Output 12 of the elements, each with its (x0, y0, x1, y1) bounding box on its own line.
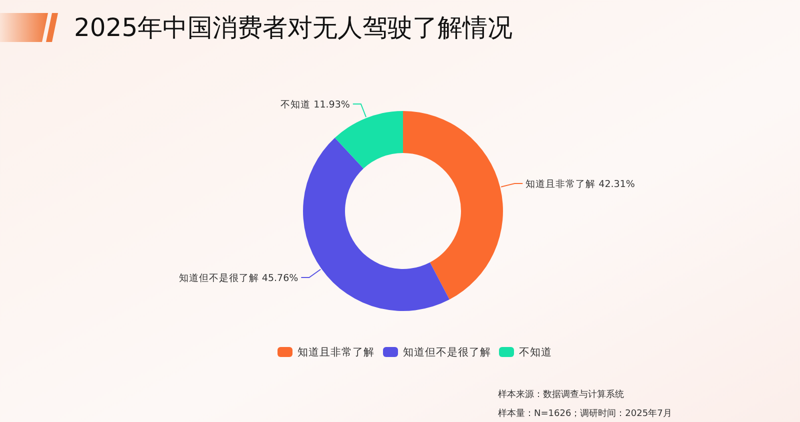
chart-title: 2025年中国消费者对无人驾驶了解情况 (74, 13, 513, 42)
legend-label: 不知道 (519, 346, 552, 359)
text: 样本量：N=1626；调研时间：2025年7月 (498, 408, 672, 419)
category-label: 知道且非常了解 42.31% (526, 178, 635, 190)
donut-slice (303, 138, 450, 311)
category-label: 不知道 11.93% (280, 99, 350, 110)
legend-label: 知道但不是很了解 (403, 346, 491, 359)
legend-label: 知道且非常了解 (298, 346, 374, 359)
category-label: 知道但不是很了解 45.76% (178, 272, 298, 284)
text: 样本来源：数据调查与计算系统 (498, 389, 624, 400)
donut-slice (334, 111, 403, 169)
donut-slice (403, 111, 503, 300)
